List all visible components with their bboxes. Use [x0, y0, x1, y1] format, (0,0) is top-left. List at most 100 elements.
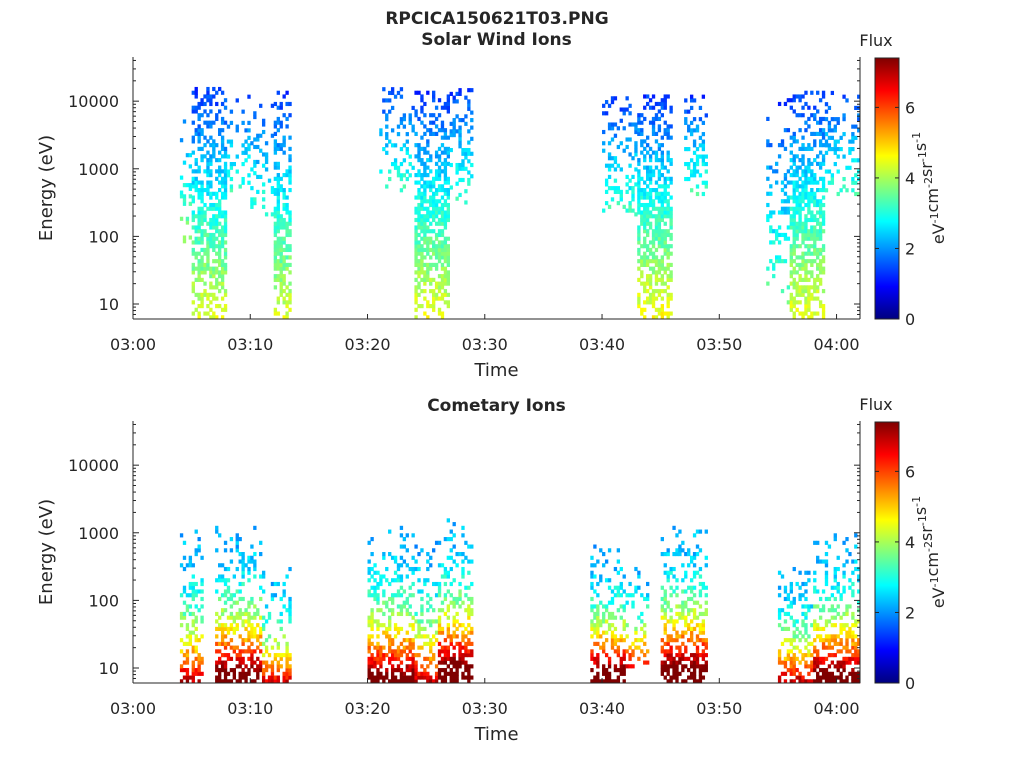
heatmap-cell — [798, 221, 802, 226]
heatmap-cell — [654, 296, 659, 301]
heatmap-cell — [209, 240, 213, 245]
heatmap-cell — [206, 191, 210, 196]
heatmap-cell — [390, 641, 395, 646]
heatmap-cell — [215, 169, 219, 174]
heatmap-cell — [789, 225, 793, 230]
heatmap-cell — [845, 656, 849, 661]
heatmap-cell — [376, 626, 380, 631]
heatmap-cell — [247, 180, 251, 185]
heatmap-cell — [821, 247, 826, 253]
heatmap-cell — [798, 128, 802, 133]
heatmap-cell — [197, 105, 201, 110]
heatmap-cell — [367, 668, 371, 673]
heatmap-cell — [801, 259, 805, 264]
heatmap-cell — [807, 191, 811, 196]
heatmap-cell — [622, 671, 626, 676]
heatmap-cell — [367, 656, 371, 661]
heatmap-cell — [610, 100, 615, 105]
heatmap-cell — [220, 611, 225, 617]
heatmap-cell — [370, 615, 374, 620]
heatmap-cell — [848, 147, 852, 152]
heatmap-cell — [654, 139, 659, 144]
heatmap-cell — [440, 232, 445, 238]
heatmap-cell — [253, 525, 257, 530]
heatmap-cell — [458, 91, 462, 96]
heatmap-cell — [247, 671, 251, 676]
heatmap-cell — [455, 196, 459, 201]
heatmap-cell — [223, 229, 228, 234]
heatmap-cell — [393, 94, 398, 99]
heatmap-cell — [405, 668, 409, 673]
heatmap-cell — [443, 236, 448, 241]
heatmap-cell — [229, 623, 234, 628]
heatmap-cell — [218, 679, 222, 684]
heatmap-cell — [687, 626, 691, 631]
heatmap-cell — [818, 675, 823, 680]
heatmap-cell — [432, 191, 436, 196]
heatmap-cell — [182, 653, 187, 658]
heatmap-cell — [285, 229, 289, 234]
heatmap-cell — [426, 165, 430, 170]
heatmap-cell — [640, 255, 644, 260]
heatmap-cell — [215, 176, 219, 181]
heatmap-cell — [209, 173, 213, 178]
heatmap-cell — [666, 285, 670, 290]
heatmap-cell — [388, 98, 392, 103]
heatmap-cell — [367, 566, 371, 572]
heatmap-cell — [622, 679, 626, 684]
heatmap-cell — [197, 270, 201, 275]
heatmap-cell — [200, 555, 204, 560]
heatmap-cell — [402, 173, 407, 178]
heatmap-cell — [388, 641, 392, 646]
heatmap-cell — [464, 540, 468, 545]
heatmap-cell — [434, 619, 439, 624]
heatmap-cell — [253, 649, 257, 654]
heatmap-cell — [256, 671, 260, 676]
heatmap-cell — [235, 544, 239, 549]
heatmap-cell — [429, 266, 433, 271]
heatmap-cell — [223, 540, 228, 545]
heatmap-cell — [209, 225, 213, 230]
heatmap-cell — [423, 626, 427, 631]
heatmap-cell — [379, 664, 383, 669]
y-tick-label: 100 — [88, 591, 119, 610]
heatmap-cell — [821, 90, 826, 95]
heatmap-cell — [426, 251, 430, 256]
heatmap-cell — [654, 165, 659, 170]
heatmap-cell — [452, 664, 456, 669]
heatmap-cell — [209, 124, 213, 129]
heatmap-cell — [695, 656, 700, 661]
heatmap-cell — [827, 120, 832, 125]
heatmap-cell — [264, 664, 269, 669]
heatmap-cell — [789, 679, 793, 684]
heatmap-cell — [666, 184, 670, 189]
heatmap-cell — [798, 593, 802, 598]
heatmap-cell — [446, 150, 450, 155]
heatmap-cell — [827, 634, 832, 639]
heatmap-cell — [417, 217, 421, 223]
heatmap-cell — [792, 191, 796, 196]
heatmap-cell — [209, 266, 213, 271]
heatmap-cell — [769, 210, 773, 215]
heatmap-cell — [218, 202, 222, 208]
heatmap-cell — [440, 184, 445, 189]
heatmap-cell — [795, 626, 799, 631]
heatmap-cell — [646, 217, 650, 223]
heatmap-cell — [602, 604, 606, 609]
heatmap-cell — [247, 570, 251, 575]
heatmap-cell — [443, 649, 448, 654]
heatmap-cell — [229, 668, 234, 673]
heatmap-cell — [804, 307, 808, 312]
heatmap-cell — [426, 139, 430, 144]
heatmap-cell — [285, 266, 289, 271]
heatmap-cell — [220, 210, 225, 215]
heatmap-cell — [839, 188, 843, 193]
heatmap-cell — [643, 641, 647, 646]
heatmap-cell — [455, 611, 459, 617]
heatmap-cell — [792, 664, 796, 669]
heatmap-cell — [285, 255, 289, 260]
heatmap-cell — [590, 668, 594, 673]
heatmap-cell — [616, 126, 621, 131]
heatmap-cell — [818, 232, 823, 238]
heatmap-cell — [253, 559, 257, 564]
